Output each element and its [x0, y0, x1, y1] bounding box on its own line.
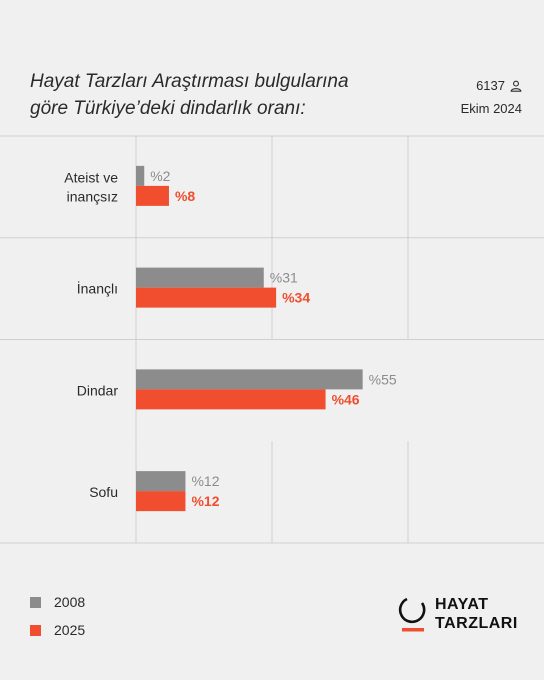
data-label-2025-1: %34	[282, 290, 310, 306]
bar-2025-3	[136, 491, 186, 512]
legend-swatch-2025	[30, 624, 41, 636]
data-label-2008-1: %31	[270, 270, 298, 286]
chart-title-line-1: Hayat Tarzları Araştırması bulgularına	[30, 71, 349, 92]
bar-2008-3	[136, 471, 186, 492]
logo-text-line-2: TARZLARI	[435, 615, 518, 632]
bar-chart: Ateist ve inançsız %2 %8 İnançlı %31 %34 Dindar…	[0, 135, 544, 544]
data-label-2008-0: %2	[150, 168, 170, 184]
data-label-2025-2: %46	[332, 391, 360, 407]
respondent-count-row: 6137	[461, 74, 522, 97]
legend-item-2025: 2025	[30, 616, 85, 644]
legend-label-2008: 2008	[54, 594, 86, 610]
bar-2008-0	[136, 165, 145, 186]
legend-swatch-2008	[30, 596, 41, 608]
bar-2025-0	[136, 185, 169, 206]
data-label-2008-2: %55	[369, 371, 397, 387]
logo-mark-icon	[398, 597, 426, 632]
brand-logo: HAYAT TARZLARI	[398, 595, 518, 635]
legend-label-2025: 2025	[54, 622, 86, 638]
survey-meta: 6137 Ekim 2024	[461, 74, 522, 120]
bar-2025-2	[136, 389, 326, 410]
chart-title: Hayat Tarzları Araştırması bulgularına g…	[30, 68, 410, 122]
bar-2008-2	[136, 369, 363, 390]
data-label-2008-3: %12	[191, 473, 219, 489]
data-label-2025-0: %8	[175, 188, 195, 204]
legend-item-2008: 2008	[30, 588, 85, 616]
category-label-2: Dindar	[77, 382, 119, 398]
legend: 2008 2025	[30, 588, 85, 644]
respondent-count: 6137	[476, 78, 505, 93]
logo-text: HAYAT TARZLARI	[435, 595, 518, 633]
data-label-2025-3: %12	[191, 493, 219, 509]
category-label-1: İnançlı	[77, 280, 118, 297]
bar-2008-1	[136, 267, 264, 288]
survey-date: Ekim 2024	[460, 101, 522, 116]
bar-2025-1	[136, 287, 277, 308]
category-label-3: Sofu	[89, 484, 118, 500]
user-icon	[510, 80, 522, 92]
chart-title-line-2: göre Türkiye’deki dindarlık oranı:	[30, 98, 306, 119]
category-label-0: Ateist ve inançsız	[64, 169, 118, 204]
logo-text-line-1: HAYAT	[435, 596, 489, 613]
